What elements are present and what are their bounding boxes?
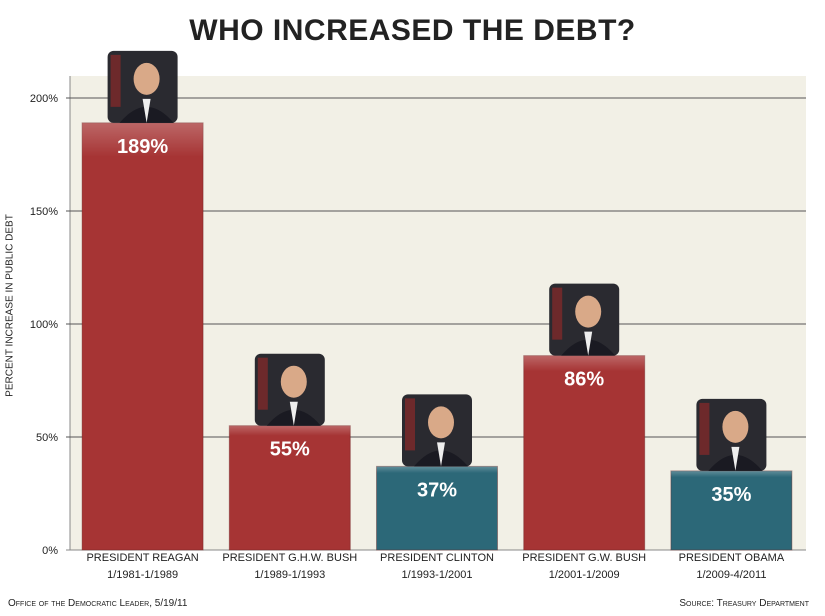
- face-icon: [722, 410, 749, 443]
- bar-highlight: [229, 425, 351, 550]
- shirt-icon: [289, 401, 298, 426]
- face-icon: [133, 62, 160, 95]
- x-tick-label: PRESIDENT REAGAN: [86, 552, 198, 564]
- face-icon: [575, 295, 602, 328]
- bar-highlight: [523, 355, 645, 550]
- bar-highlight: [376, 466, 498, 550]
- data-label: 86%: [564, 369, 604, 391]
- flag-icon: [257, 357, 268, 410]
- x-tick-label: PRESIDENT G.H.W. BUSH: [222, 552, 357, 564]
- chart-title: WHO INCREASED THE DEBT?: [189, 14, 636, 47]
- data-label: 55%: [270, 439, 310, 461]
- x-tick-term: 1/2001-1/2009: [549, 569, 620, 581]
- flag-icon: [110, 54, 121, 107]
- face-icon: [428, 406, 454, 439]
- x-tick-label: PRESIDENT OBAMA: [679, 552, 785, 564]
- y-tick-label: 150%: [30, 206, 58, 218]
- x-tick-term: 1/1981-1/1989: [107, 569, 178, 581]
- shirt-icon: [142, 98, 151, 123]
- flag-icon: [405, 398, 415, 451]
- x-tick-term: 1/2009-4/2011: [696, 569, 766, 581]
- data-label: 35%: [711, 484, 751, 506]
- x-tick-term: 1/1989-1/1993: [254, 569, 325, 581]
- shirt-icon: [437, 442, 445, 467]
- y-tick-label: 50%: [36, 432, 58, 444]
- flag-icon: [699, 402, 710, 455]
- footer-credit: Office of the Democratic Leader, 5/19/11: [8, 598, 188, 609]
- shirt-icon: [584, 331, 593, 356]
- footer-source: Source: Treasury Department: [679, 598, 809, 609]
- bar-highlight: [82, 122, 204, 551]
- bar-highlight: [670, 470, 792, 550]
- data-label: 37%: [417, 479, 457, 501]
- x-tick-term: 1/1993-1/2001: [402, 569, 473, 581]
- x-tick-label: PRESIDENT G.W. BUSH: [522, 552, 646, 564]
- y-tick-label: 0%: [42, 545, 58, 557]
- x-tick-label: PRESIDENT CLINTON: [380, 552, 494, 564]
- y-tick-label: 200%: [30, 93, 58, 105]
- y-tick-label: 100%: [30, 319, 58, 331]
- face-icon: [280, 365, 307, 398]
- data-label: 189%: [117, 136, 168, 158]
- flag-icon: [552, 287, 563, 340]
- shirt-icon: [731, 446, 740, 471]
